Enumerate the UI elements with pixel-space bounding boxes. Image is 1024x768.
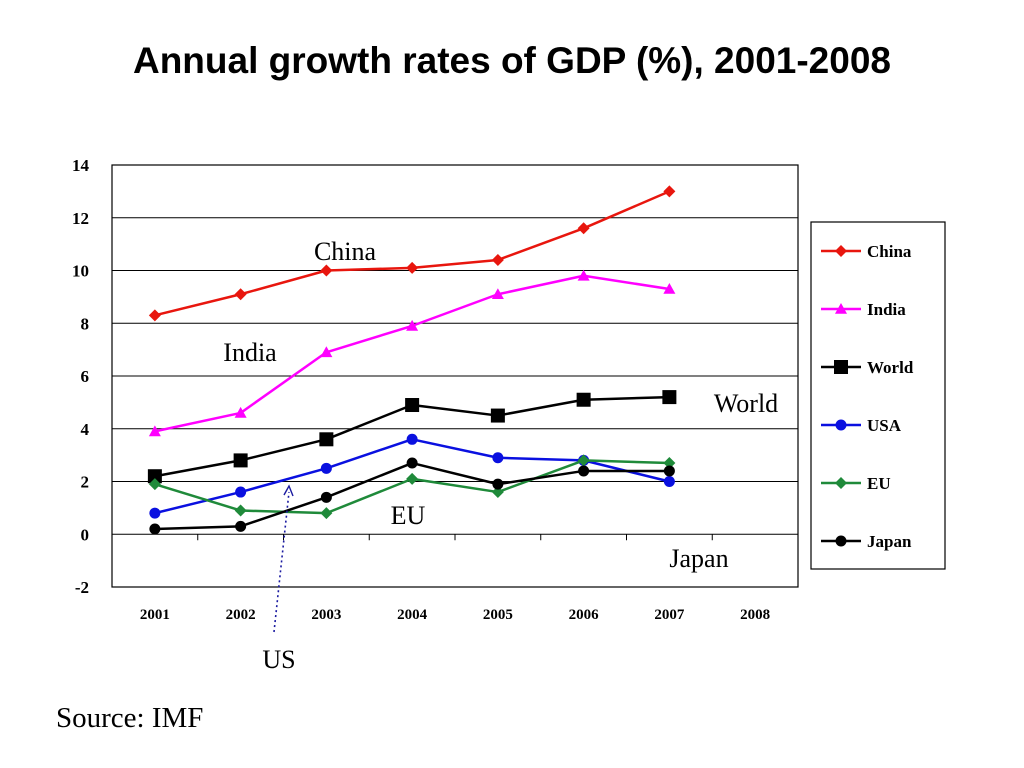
series-line-china bbox=[154, 190, 670, 317]
x-tick-label: 2003 bbox=[311, 607, 341, 623]
plot-area bbox=[111, 164, 799, 588]
x-tick-label: 2001 bbox=[140, 607, 170, 623]
x-tick-label: 2004 bbox=[397, 607, 428, 623]
data-point-india bbox=[577, 269, 590, 281]
data-point-usa bbox=[235, 486, 247, 498]
data-point-japan bbox=[149, 523, 161, 535]
data-point-china bbox=[234, 288, 247, 301]
data-point-india bbox=[148, 425, 161, 437]
data-point-japan bbox=[235, 520, 247, 532]
data-point-japan bbox=[578, 465, 590, 477]
y-tick-label: 4 bbox=[81, 420, 90, 439]
legend-marker-world bbox=[834, 360, 848, 374]
data-point-china bbox=[663, 185, 676, 198]
data-point-india bbox=[234, 406, 247, 418]
legend-marker-eu bbox=[835, 477, 847, 489]
y-tick-label: 14 bbox=[72, 156, 90, 175]
data-point-eu bbox=[406, 472, 419, 485]
annotation-india: India bbox=[223, 338, 277, 367]
legend-marker-china bbox=[835, 245, 847, 257]
legend-label-usa: USA bbox=[867, 416, 902, 435]
y-tick-label: 2 bbox=[81, 473, 90, 492]
y-tick-label: 6 bbox=[81, 367, 90, 386]
data-point-china bbox=[148, 309, 161, 322]
legend-label-india: India bbox=[867, 300, 906, 319]
data-point-japan bbox=[406, 457, 418, 469]
legend-label-japan: Japan bbox=[867, 532, 912, 551]
annotation-arrowhead-us bbox=[283, 484, 294, 497]
annotation-arrow-us bbox=[273, 491, 290, 633]
x-tick-label: 2005 bbox=[483, 607, 513, 623]
y-tick-label: 8 bbox=[81, 314, 90, 333]
data-point-eu bbox=[577, 454, 590, 467]
data-point-eu bbox=[663, 457, 676, 470]
data-point-china bbox=[406, 261, 419, 274]
data-point-india bbox=[491, 288, 504, 300]
data-point-india bbox=[320, 346, 333, 358]
data-point-world bbox=[662, 390, 677, 405]
data-point-world bbox=[233, 453, 248, 468]
data-point-usa bbox=[406, 433, 418, 445]
annotation-china: China bbox=[314, 237, 377, 266]
legend-box bbox=[810, 221, 946, 570]
data-point-eu bbox=[491, 486, 504, 499]
x-tick-label: 2002 bbox=[226, 607, 256, 623]
data-point-india bbox=[406, 319, 419, 331]
legend-marker-japan bbox=[835, 535, 847, 547]
data-point-world bbox=[490, 408, 505, 423]
data-point-eu bbox=[234, 504, 247, 517]
data-point-eu bbox=[148, 478, 161, 491]
legend-label-china: China bbox=[867, 242, 912, 261]
x-tick-label: 2008 bbox=[740, 607, 770, 623]
legend-label-eu: EU bbox=[867, 474, 891, 493]
data-point-world bbox=[147, 469, 162, 484]
data-point-world bbox=[319, 432, 334, 447]
y-tick-label: 12 bbox=[72, 209, 89, 228]
data-point-india bbox=[663, 282, 676, 294]
data-point-eu bbox=[320, 507, 333, 520]
data-point-china bbox=[320, 264, 333, 277]
legend-marker-india bbox=[835, 303, 847, 314]
legend-label-world: World bbox=[867, 358, 914, 377]
data-point-usa bbox=[663, 476, 675, 487]
data-point-world bbox=[405, 398, 420, 413]
data-point-china bbox=[491, 253, 504, 266]
annotation-japan: Japan bbox=[669, 544, 728, 573]
y-tick-label: 10 bbox=[72, 262, 89, 281]
data-point-china bbox=[577, 222, 590, 235]
data-point-usa bbox=[492, 452, 504, 464]
data-point-usa bbox=[149, 507, 161, 519]
data-point-japan bbox=[663, 465, 675, 477]
annotation-eu: EU bbox=[391, 501, 426, 530]
page-title: Annual growth rates of GDP (%), 2001-200… bbox=[132, 40, 891, 81]
data-point-usa bbox=[320, 462, 332, 474]
data-point-world bbox=[576, 392, 591, 407]
data-point-japan bbox=[492, 478, 504, 490]
legend-marker-usa bbox=[835, 419, 847, 431]
source-note: Source: IMF bbox=[56, 702, 204, 734]
x-tick-label: 2007 bbox=[654, 607, 685, 623]
y-tick-label: 0 bbox=[81, 525, 90, 544]
annotation-us: US bbox=[262, 645, 295, 674]
data-point-japan bbox=[320, 491, 332, 503]
x-tick-label: 2006 bbox=[569, 607, 600, 623]
annotation-world: World bbox=[714, 389, 778, 418]
y-tick-label: -2 bbox=[75, 578, 89, 597]
